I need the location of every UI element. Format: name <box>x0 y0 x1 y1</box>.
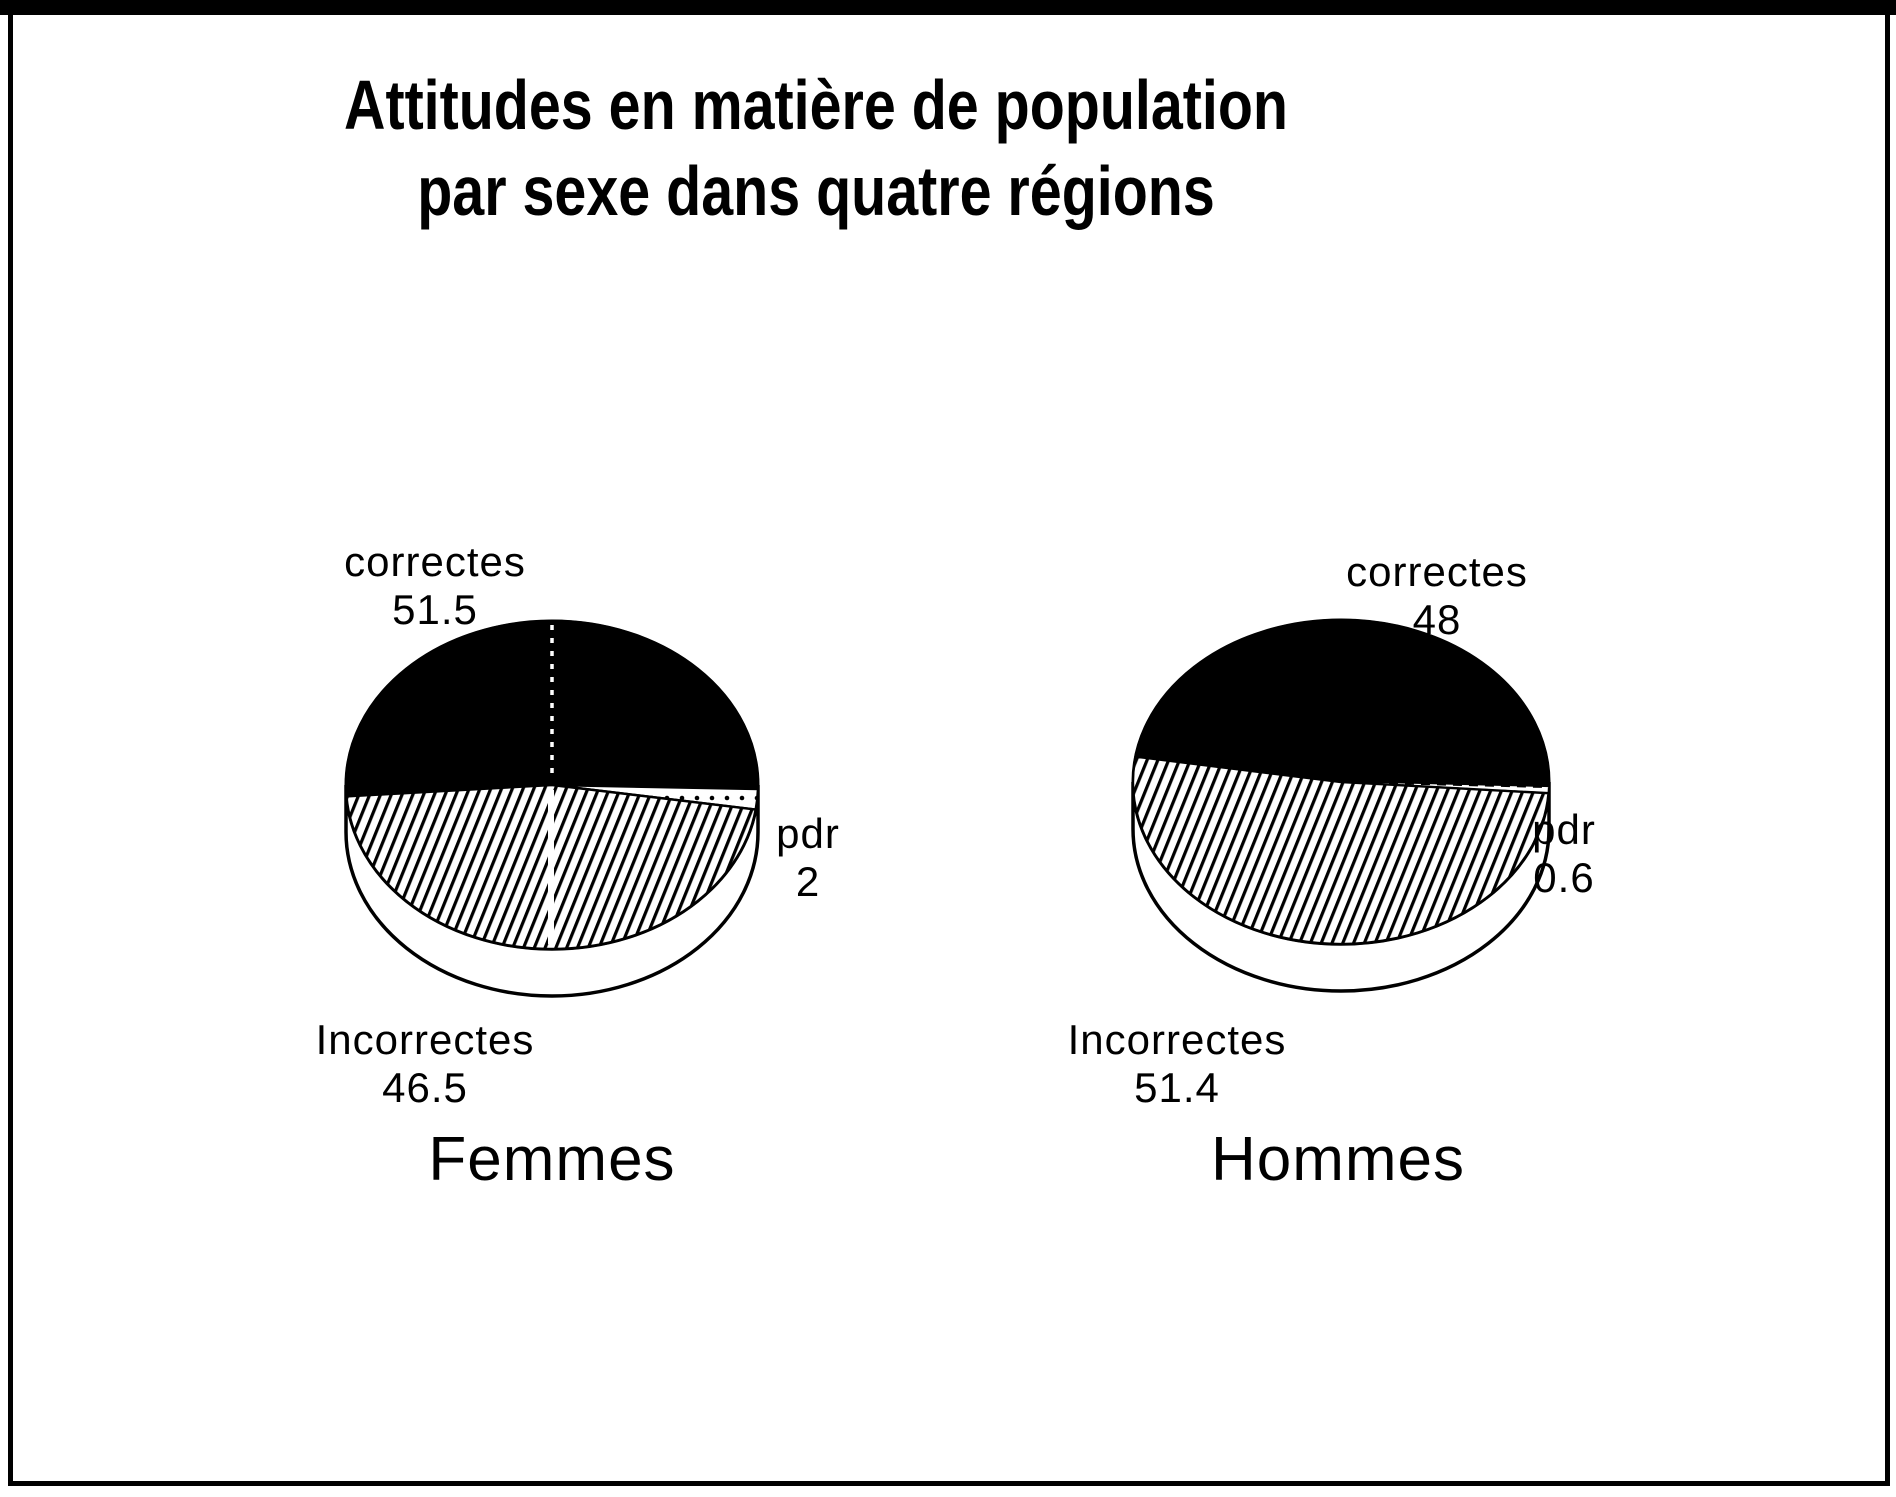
chart-title-line2: par sexe dans quatre régions <box>417 152 1215 230</box>
slice-label-text: correctes <box>1346 548 1528 595</box>
slice-label-correctes-hommes: correctes 48 <box>1287 548 1587 644</box>
slice-label-value: 51.4 <box>1134 1064 1220 1111</box>
pie-chart-hommes <box>1131 618 1551 993</box>
slice-label-text: correctes <box>344 538 526 585</box>
slice-label-pdr-hommes: pdr 0.6 <box>1494 806 1634 902</box>
slice-label-text: pdr <box>776 810 840 857</box>
chart-title: Attitudes en matière de population par s… <box>16 62 1616 234</box>
slice-label-value: 2 <box>795 858 821 905</box>
chart-title-line1: Attitudes en matière de population <box>344 66 1288 144</box>
slice-label-text: Incorrectes <box>1067 1016 1287 1063</box>
slice-label-value: 0.6 <box>1533 854 1595 901</box>
pie-group-label-hommes: Hommes <box>1210 1125 1466 1194</box>
slice-label-pdr-femmes: pdr 2 <box>738 810 878 906</box>
pie-chart-femmes <box>344 619 760 998</box>
slice-label-value: 46.5 <box>382 1064 468 1111</box>
slice-label-value: 51.5 <box>392 586 478 633</box>
slice-label-incorrectes-hommes: Incorrectes 51.4 <box>1027 1016 1327 1112</box>
pie-group-label-femmes: Femmes <box>428 1125 676 1194</box>
slice-label-text: pdr <box>1532 806 1596 853</box>
slice-label-correctes-femmes: correctes 51.5 <box>285 538 585 634</box>
slice-label-incorrectes-femmes: Incorrectes 46.5 <box>275 1016 575 1112</box>
page-border-frame <box>8 8 1890 1486</box>
slice-label-text: Incorrectes <box>315 1016 535 1063</box>
slice-label-value: 48 <box>1412 596 1462 643</box>
